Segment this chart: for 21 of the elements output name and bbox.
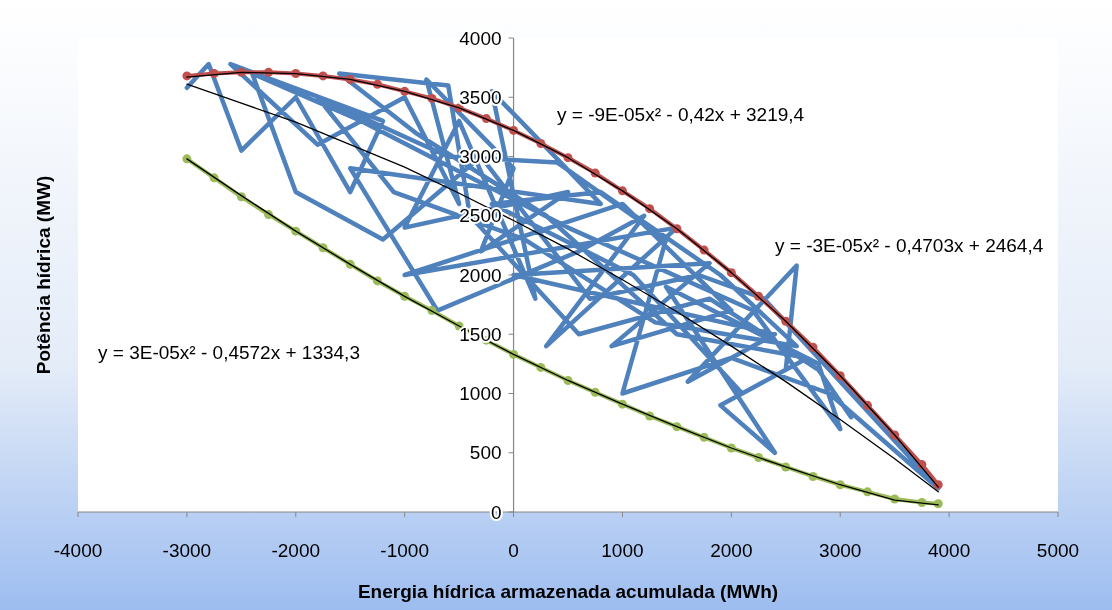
x-tick-label: 4000 [927,540,971,561]
x-tick-label: 5000 [1036,540,1080,561]
annotation: y = -3E-05x² - 0,4703x + 2464,4 [775,234,1044,256]
x-tick-label: 2000 [710,540,753,561]
x-tick-label: -4000 [53,540,103,561]
x-tick-label: -3000 [162,540,212,561]
x-tick-label: -1000 [380,540,429,561]
x-tick-label: 0 [508,540,519,561]
y-axis-title: Potência hídrica (MW) [33,175,54,375]
annotation: y = -9E-05x² - 0,42x + 3219,4 [557,103,805,125]
y-tick-label: 1000 [459,383,502,405]
x-axis-title: Energia hídrica armazenada acumulada (MWh) [357,581,779,602]
x-tick-label: 1000 [601,540,644,561]
y-tick-label: 2000 [459,264,502,286]
point [933,499,943,509]
annotation: y = 3E-05x² - 0,4572x + 1334,3 [98,341,360,363]
y-tick-label: 0 [490,501,502,523]
y-tick-label: 4000 [459,27,502,49]
x-tick-label: -2000 [271,540,321,561]
x-tick-label: 3000 [819,540,862,561]
y-tick-label: 500 [469,442,502,464]
